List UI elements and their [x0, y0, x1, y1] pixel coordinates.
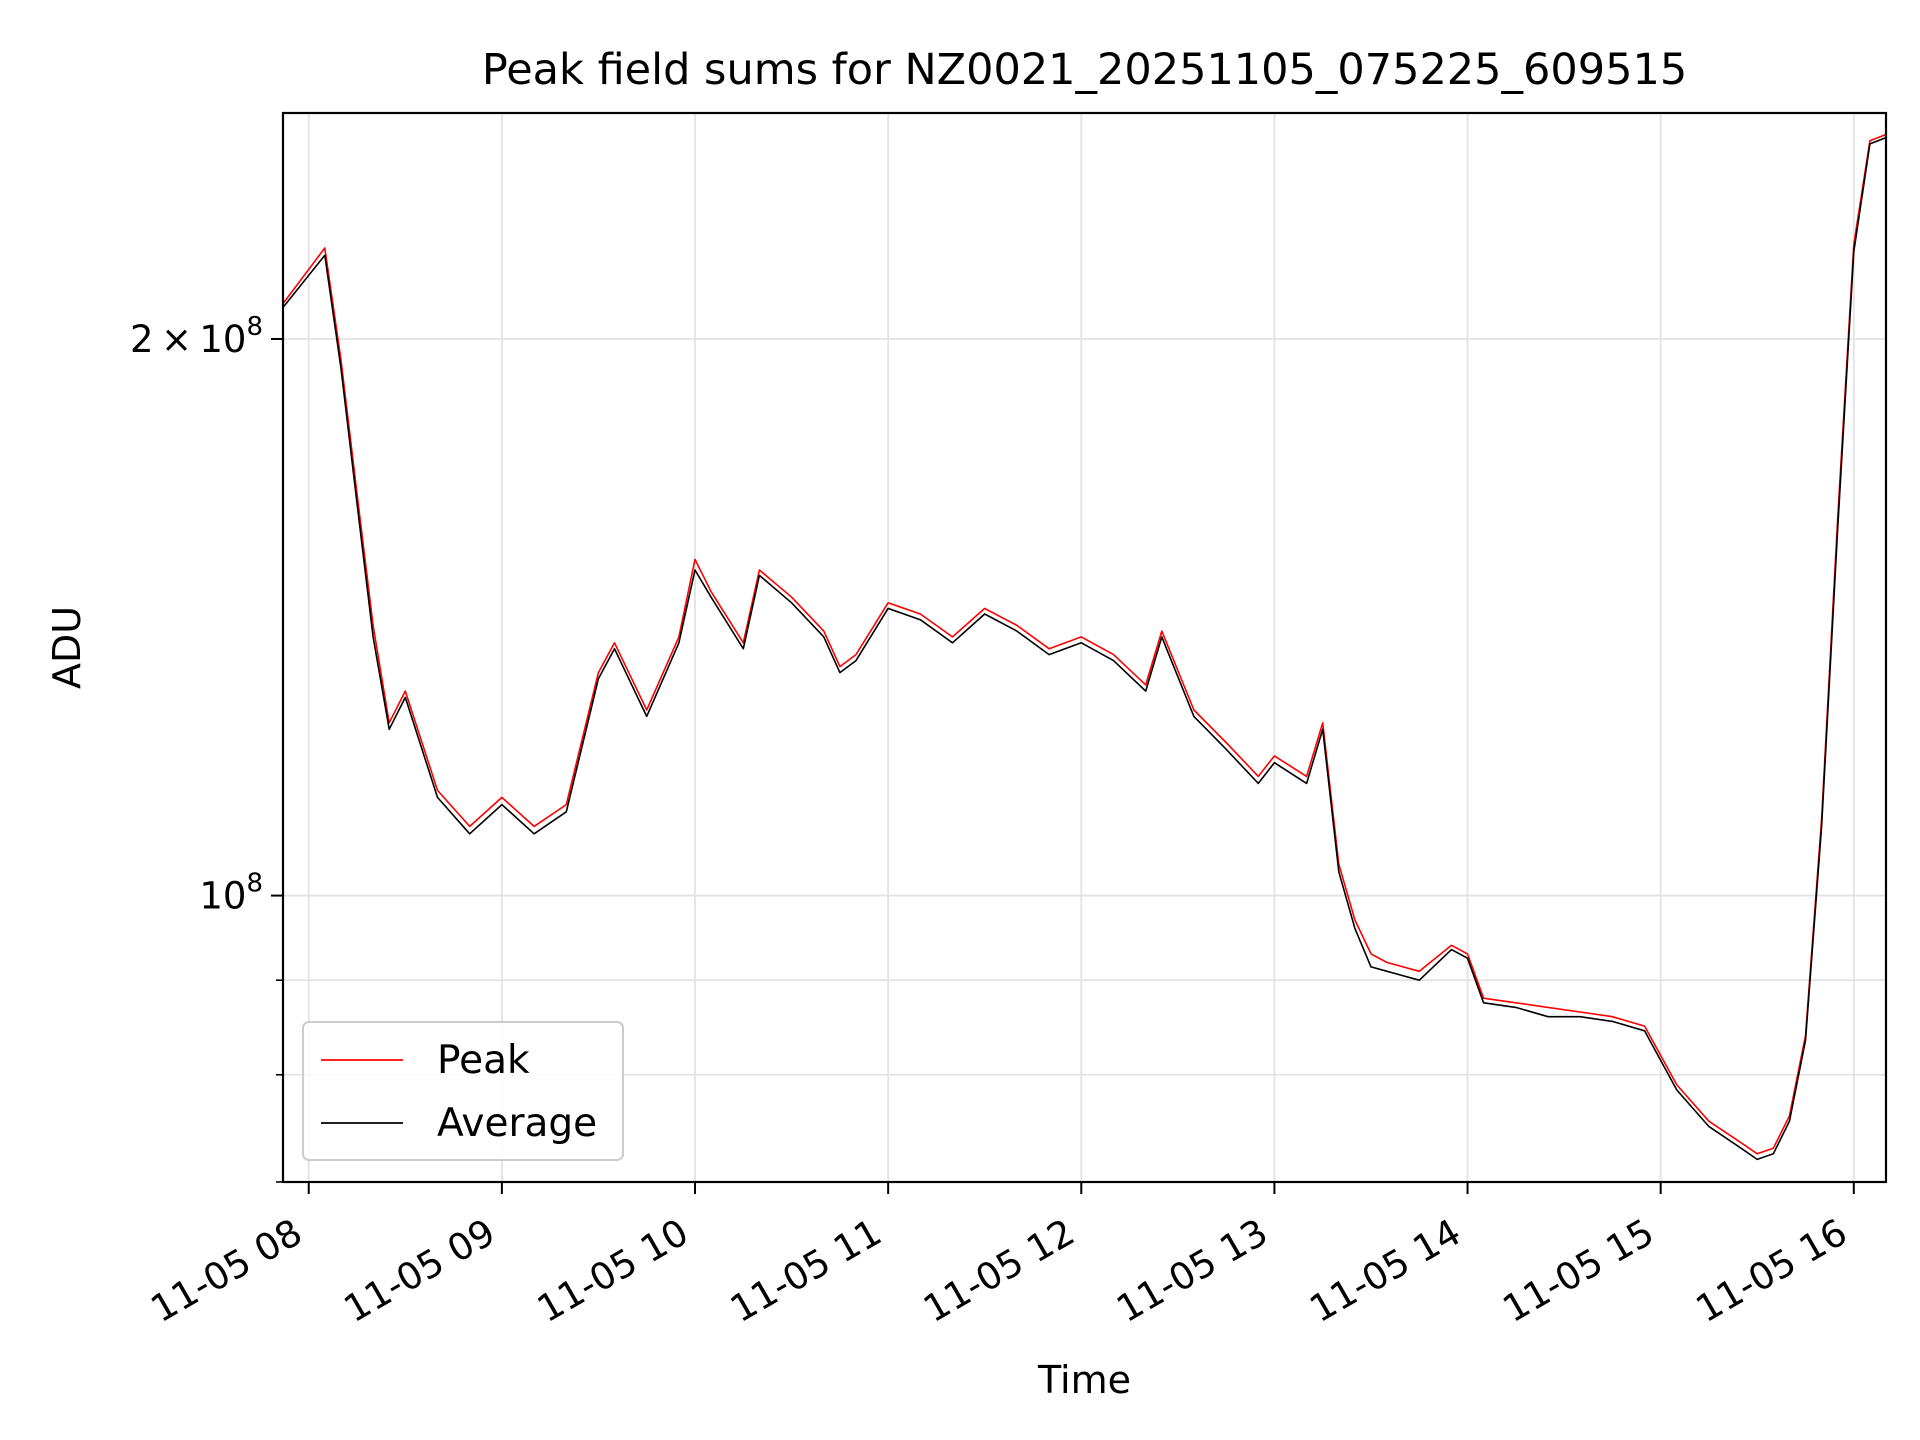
legend-label-average: Average: [437, 1101, 597, 1146]
chart-title: Peak field sums for NZ0021_20251105_0752…: [482, 45, 1687, 95]
y-tick-label: 108: [199, 869, 263, 918]
y-axis-label: ADU: [45, 606, 89, 689]
series-line-average: [282, 136, 1887, 1161]
y-tick-base: 10: [199, 318, 246, 361]
series-line-peak: [282, 133, 1887, 1155]
y-tick-exponent: 8: [246, 869, 263, 899]
legend-box: [302, 1021, 624, 1161]
plot-frame: [281, 111, 1888, 1184]
x-axis-label: Time: [1037, 1358, 1131, 1402]
y-tick-base: 10: [199, 875, 246, 918]
legend-label-peak: Peak: [437, 1038, 530, 1083]
y-tick-exponent: 8: [246, 312, 263, 342]
grid: [283, 113, 1886, 1183]
legend: Peak Average: [302, 1021, 624, 1161]
y-tick-mantissa: 2 ×: [130, 318, 199, 361]
series-lines: [282, 133, 1887, 1161]
y-tick-label: 2 × 108: [130, 312, 263, 361]
